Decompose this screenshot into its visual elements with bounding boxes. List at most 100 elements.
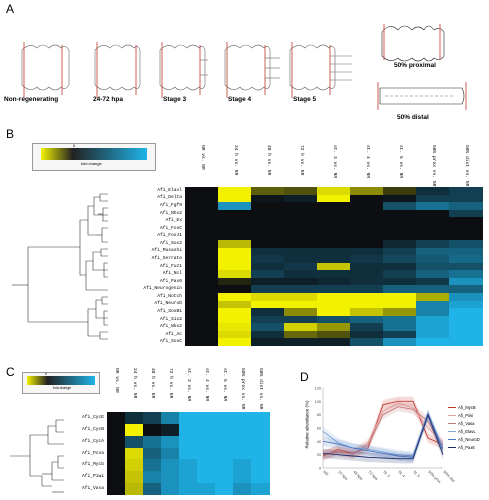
- heatmap-cell: [449, 285, 483, 294]
- heatmap-cell: [218, 240, 252, 249]
- heatmap-cell: [215, 483, 234, 496]
- heatmap-cell: [350, 285, 384, 294]
- column-header: 50% prox vs. NR: [430, 145, 436, 187]
- heatmap-cell: [218, 270, 252, 279]
- heatmap-cell: [218, 277, 252, 286]
- heatmap-cell: [317, 308, 351, 317]
- heatmap-cell: [197, 459, 216, 472]
- heatmap-cell: [185, 187, 219, 196]
- heatmap-cell: [143, 447, 162, 460]
- gene-label: Afi_CycA: [81, 438, 104, 444]
- heatmap-cell: [416, 308, 450, 317]
- heatmap-cell: [383, 202, 417, 211]
- heatmap-cell: [284, 308, 318, 317]
- legend-label: Afi_ElavL: [458, 429, 476, 434]
- gene-label: Afi_Nkx2: [159, 324, 182, 330]
- y-tick-label: 120: [315, 387, 321, 391]
- panel-d-letter: D: [300, 370, 309, 384]
- line-chart-d: 0 20 40 60 80 100 120 NR 24 hpa 48 hpa 72 hpa St. 3…: [315, 387, 456, 485]
- heatmap-cell: [350, 232, 384, 241]
- y-tick-label: 20: [317, 453, 321, 457]
- heatmap-cell: [317, 187, 351, 196]
- legend-label: Afi_MycB: [458, 405, 476, 410]
- heatmap-cell: [284, 315, 318, 324]
- heatmap-cell: [449, 194, 483, 203]
- x-tick-label: 50% prox: [427, 470, 441, 484]
- heatmap-cell: [251, 240, 285, 249]
- heatmap-cell: [185, 194, 219, 203]
- heatmap-cell: [449, 315, 483, 324]
- x-tick-label: 50% dist: [442, 470, 456, 484]
- heatmap-cell: [185, 277, 219, 286]
- gene-label: Afi_Musashi: [151, 248, 182, 254]
- y-tick-label: 60: [317, 427, 321, 431]
- column-header: NR vs. NR: [114, 368, 119, 393]
- heatmap-cell: [161, 435, 180, 449]
- heatmap-cell: [284, 187, 318, 196]
- legend-label: Afi_NeuroD: [458, 437, 480, 442]
- gene-label: Afi_Elavl: [157, 187, 182, 193]
- heatmap-cell: [251, 247, 285, 256]
- heatmap-cell: [449, 323, 483, 332]
- column-header: 48 h vs. NR: [265, 145, 271, 176]
- heatmap-cell: [251, 423, 270, 437]
- heatmap-cell: [383, 187, 417, 196]
- heatmap-cell: [317, 338, 351, 347]
- gene-label: Afi_FoxC: [159, 225, 182, 231]
- heatmap-cell: [284, 202, 318, 211]
- heatmap-cell: [185, 224, 219, 233]
- dendrogram-b: [12, 193, 108, 340]
- heatmap-cell: [317, 202, 351, 211]
- heatmap-cell: [251, 471, 270, 484]
- heatmap-cell: [107, 483, 126, 496]
- heatmap-cell: [233, 412, 252, 425]
- heatmap-cell: [125, 412, 144, 425]
- heatmap-cell: [449, 232, 483, 241]
- heatmap-cell: [161, 423, 180, 437]
- heatmap-cell: [317, 293, 351, 302]
- heatmap-cell: [416, 315, 450, 324]
- legend-entry: Afi_Piwi: [448, 413, 480, 418]
- heatmap-cell: [416, 285, 450, 294]
- heatmap-cell: [317, 255, 351, 264]
- heatmap-cell: [179, 483, 198, 496]
- heatmap-cell: [218, 209, 252, 218]
- heatmap-cell: [251, 435, 270, 449]
- heatmap-cell: [185, 209, 219, 218]
- heatmap-cell: [449, 187, 483, 196]
- gene-label: Afi_Fgf9: [159, 202, 182, 208]
- heatmap-cell: [416, 202, 450, 211]
- stage-label-stage5: Stage 5: [293, 96, 317, 103]
- stage-label-nr: Non-regenerating: [4, 96, 59, 103]
- heatmap-cell: [350, 323, 384, 332]
- gene-label: Afi_CycB: [81, 426, 104, 432]
- heatmap-cell: [185, 232, 219, 241]
- gene-label: Afi_Fuz1: [159, 263, 182, 269]
- heatmap-cell: [218, 255, 252, 264]
- heatmap-cell: [179, 459, 198, 472]
- heatmap-cell: [317, 315, 351, 324]
- gene-label: Afi_Piwi: [81, 474, 104, 480]
- heatmap-cell: [179, 471, 198, 484]
- heatmap-cell: [449, 255, 483, 264]
- heatmap-cell: [317, 240, 351, 249]
- gene-label: Afi_Ac: [165, 331, 182, 337]
- heatmap-cell: [350, 270, 384, 279]
- x-tick-label: 72 hpa: [367, 470, 379, 482]
- gene-label: Afi_FoxJ1: [157, 233, 182, 239]
- heatmap-cell: [449, 209, 483, 218]
- legend-swatch: [448, 446, 456, 449]
- heatmap-cell: [125, 459, 144, 472]
- heatmap-cell: [416, 338, 450, 347]
- heatmap-cell: [449, 293, 483, 302]
- heatmap-cell: [251, 315, 285, 324]
- heatmap-cell: [185, 247, 219, 256]
- legend-entry: Afi_NeuroD: [448, 437, 480, 442]
- heatmap-cell: [317, 330, 351, 339]
- heatmap-cell: [125, 483, 144, 496]
- series-line: [322, 400, 444, 457]
- heatmap-cell: [251, 187, 285, 196]
- gene-label: Afi_Six2: [159, 316, 182, 322]
- proximal-label: 50% proximal: [394, 62, 436, 69]
- gene-label: Afi_Vasa: [81, 486, 104, 492]
